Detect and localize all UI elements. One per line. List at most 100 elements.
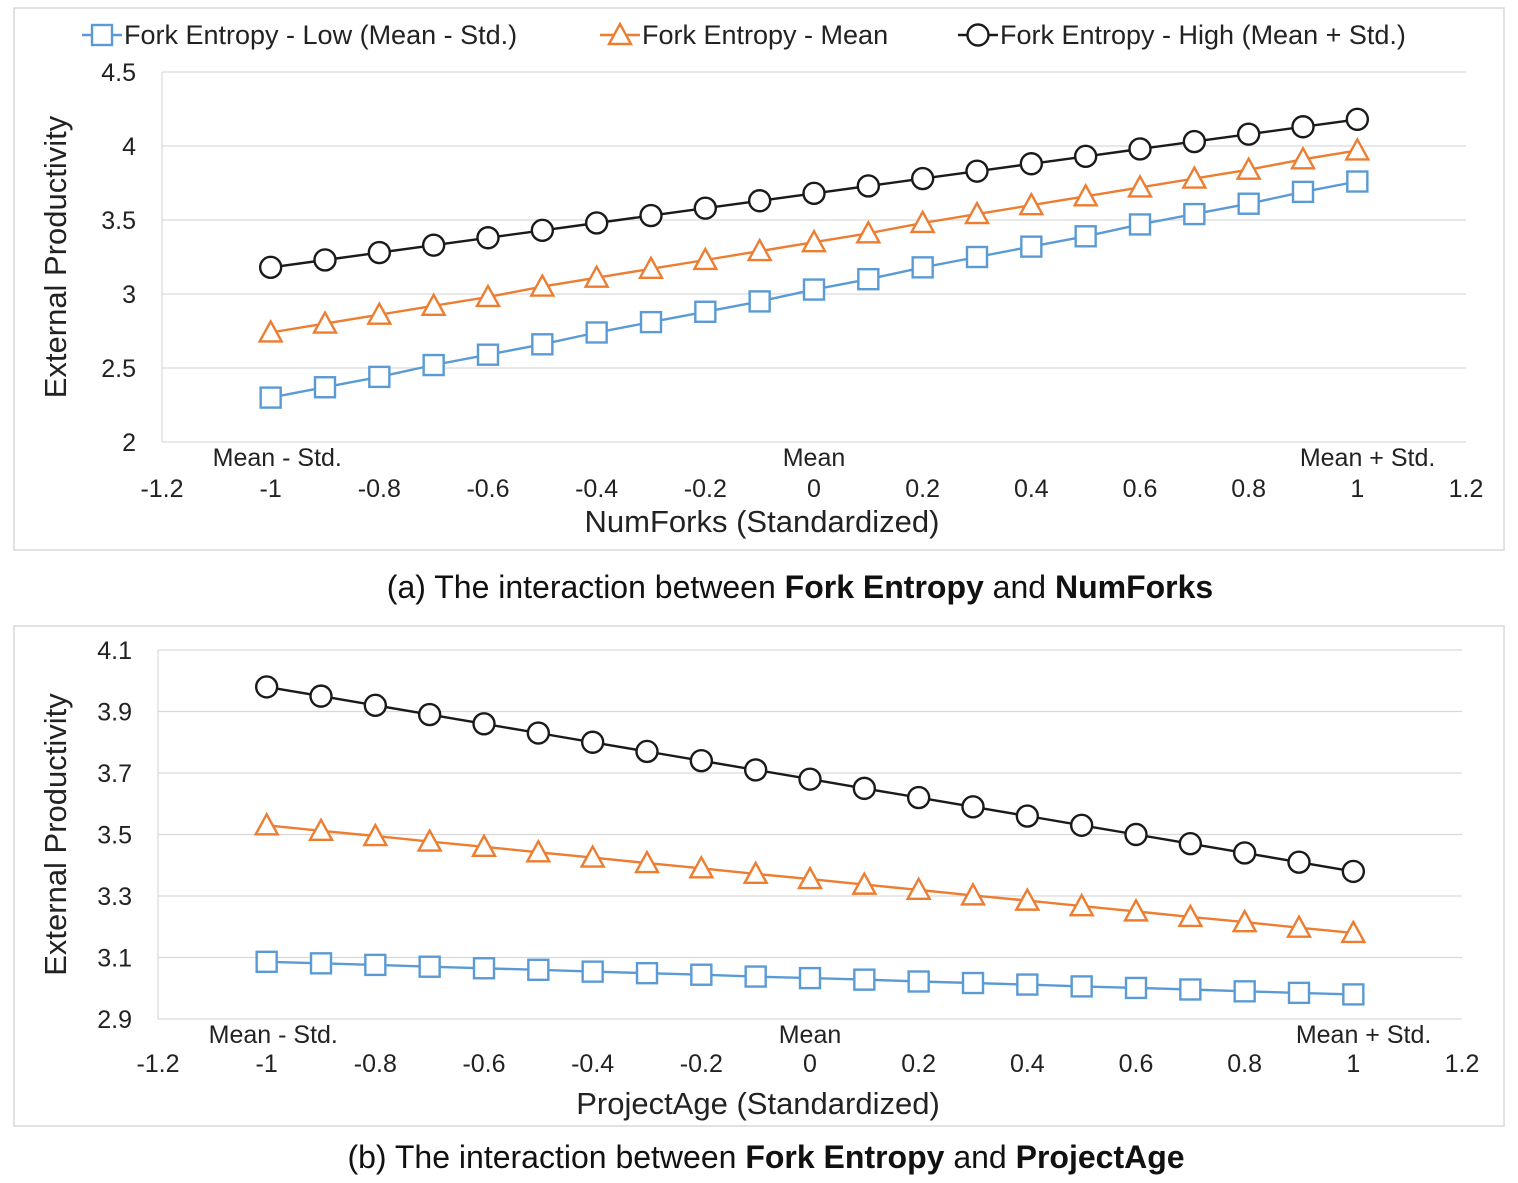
data-point: [906, 785, 931, 810]
data-point: [961, 795, 985, 819]
data-point: [1014, 887, 1041, 911]
data-point: [1177, 903, 1204, 928]
data-point: [1344, 136, 1371, 161]
data-point: [1232, 841, 1257, 865]
data-point: [1291, 115, 1315, 139]
data-point: [637, 255, 665, 280]
data-point: [911, 256, 934, 279]
data-point: [1122, 897, 1150, 922]
data-point: [1346, 170, 1369, 193]
caption-b: (b) The interaction between Fork Entropy…: [347, 1139, 1184, 1175]
data-point: [527, 958, 550, 981]
data-point: [259, 386, 282, 409]
x-tick-label: 0.8: [1227, 1050, 1262, 1078]
data-point: [635, 961, 659, 985]
data-point: [366, 301, 393, 325]
y-axis-label: External Productivity: [38, 115, 73, 398]
data-point: [852, 776, 877, 801]
x-tick-label: 0.6: [1123, 475, 1158, 503]
x-tick-label: 0: [807, 475, 821, 503]
data-point: [1124, 976, 1148, 1000]
x-axis-label: ProjectAge (Standardized): [576, 1086, 940, 1121]
data-point: [418, 955, 441, 978]
x-tick-label: 1: [1346, 1050, 1360, 1078]
x-tick-label: 0.2: [901, 1050, 936, 1078]
data-point: [1181, 165, 1208, 189]
data-point: [744, 965, 767, 988]
x-tick-label: 0.4: [1010, 1050, 1045, 1078]
data-point: [1126, 173, 1154, 198]
data-point: [364, 953, 387, 977]
series-1: [257, 136, 1371, 343]
caption-a: (a) The interaction between Fork Entropy…: [387, 569, 1213, 605]
data-point: [362, 822, 389, 847]
y-tick-label: 3.9: [97, 699, 132, 727]
data-point: [584, 211, 609, 235]
data-point: [1178, 832, 1203, 856]
data-point: [417, 702, 442, 727]
data-point: [585, 321, 608, 344]
data-point: [1018, 191, 1045, 216]
data-point: [1074, 225, 1097, 248]
data-point: [580, 730, 605, 754]
data-point: [416, 828, 443, 852]
data-point: [476, 226, 500, 250]
data-point: [367, 240, 392, 265]
data-point: [257, 318, 284, 343]
series-1: [253, 811, 1367, 944]
data-point: [743, 758, 768, 782]
legend-label: Fork Entropy - High (Mean + Std.): [1000, 20, 1406, 50]
data-point: [907, 970, 930, 993]
data-point: [583, 264, 610, 288]
data-point: [472, 957, 496, 980]
legend: Fork Entropy - Low (Mean - Std.) Fork Ent…: [82, 20, 1406, 50]
data-point: [965, 245, 989, 269]
data-point: [1231, 908, 1258, 933]
data-point: [1342, 983, 1365, 1006]
data-point: [1287, 981, 1311, 1005]
data-point: [307, 817, 335, 842]
y-tick-label: 4.5: [101, 59, 136, 87]
y-tick-label: 2: [122, 429, 136, 457]
data-point: [476, 343, 500, 366]
x-tick-label: -0.8: [354, 1050, 397, 1078]
data-point: [800, 228, 828, 253]
series-2: [258, 107, 1370, 280]
series-2: [254, 675, 1366, 884]
legend-label: Fork Entropy - Low (Mean - Std.): [124, 20, 517, 50]
x-tick-label: -0.6: [462, 1050, 505, 1078]
data-point: [692, 246, 719, 271]
x-annotation: Mean - Std.: [209, 1021, 338, 1049]
data-point: [525, 838, 552, 863]
data-point: [1340, 919, 1367, 944]
data-point: [311, 310, 339, 334]
data-point: [1179, 978, 1202, 1001]
legend-item: Fork Entropy - Mean: [600, 20, 888, 50]
x-tick-label: 0.6: [1119, 1050, 1154, 1078]
legend-marker: [606, 21, 634, 46]
data-point: [1291, 180, 1315, 204]
x-tick-label: -1.2: [140, 475, 183, 503]
data-point: [368, 365, 391, 389]
x-tick-label: -0.2: [680, 1050, 723, 1078]
data-point: [313, 376, 337, 399]
data-point: [1124, 822, 1148, 847]
data-point: [1235, 156, 1262, 180]
data-point: [746, 237, 773, 262]
data-point: [422, 353, 445, 377]
y-axis-label: External Productivity: [38, 693, 73, 976]
legend-marker: [966, 23, 990, 47]
data-point: [905, 876, 932, 901]
data-point: [1183, 202, 1206, 226]
x-tick-label: -0.8: [358, 475, 401, 503]
chart-a: 2 2.5 3 3.5 4 4.5 -1.2 -1 -0.8 -0.6 -0.4 -0.2 0 0.2 0.…: [38, 59, 1483, 539]
data-point: [420, 292, 447, 317]
data-point: [1019, 152, 1044, 176]
data-point: [856, 174, 881, 198]
data-point: [1345, 107, 1370, 132]
data-point: [1128, 137, 1152, 161]
x-annotation: Mean + Std.: [1300, 444, 1436, 472]
y-tick-label: 2.5: [101, 355, 136, 383]
data-point: [254, 675, 279, 699]
data-point: [472, 712, 496, 736]
